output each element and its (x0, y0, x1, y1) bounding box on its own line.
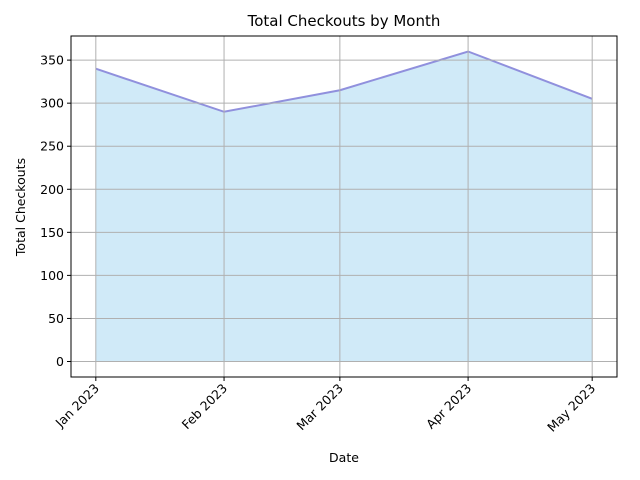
x-tick-label: Feb 2023 (179, 381, 231, 433)
y-tick-label: 50 (48, 311, 64, 326)
x-tick-label: May 2023 (544, 381, 598, 435)
axes (70, 35, 618, 378)
x-tick-label: Jan 2023 (52, 381, 102, 431)
area-series (95, 50, 593, 362)
y-tick-label: 150 (40, 225, 64, 240)
y-tick-label: 100 (40, 268, 64, 283)
y-tick-label: 200 (40, 182, 64, 197)
plot-frame (70, 35, 618, 378)
chart-title: Total Checkouts by Month (247, 12, 441, 30)
x-tick-label: Mar 2023 (293, 381, 346, 434)
x-tick-label: Apr 2023 (423, 381, 474, 432)
y-tick-label: 300 (40, 96, 64, 111)
y-axis-label: Total Checkouts (13, 158, 28, 257)
area-fill (95, 51, 593, 362)
x-axis-label: Date (329, 450, 359, 465)
grid (71, 36, 617, 377)
y-tick-label: 350 (40, 53, 64, 68)
y-tick-label: 250 (40, 139, 64, 154)
y-tick-label: 0 (56, 354, 64, 369)
